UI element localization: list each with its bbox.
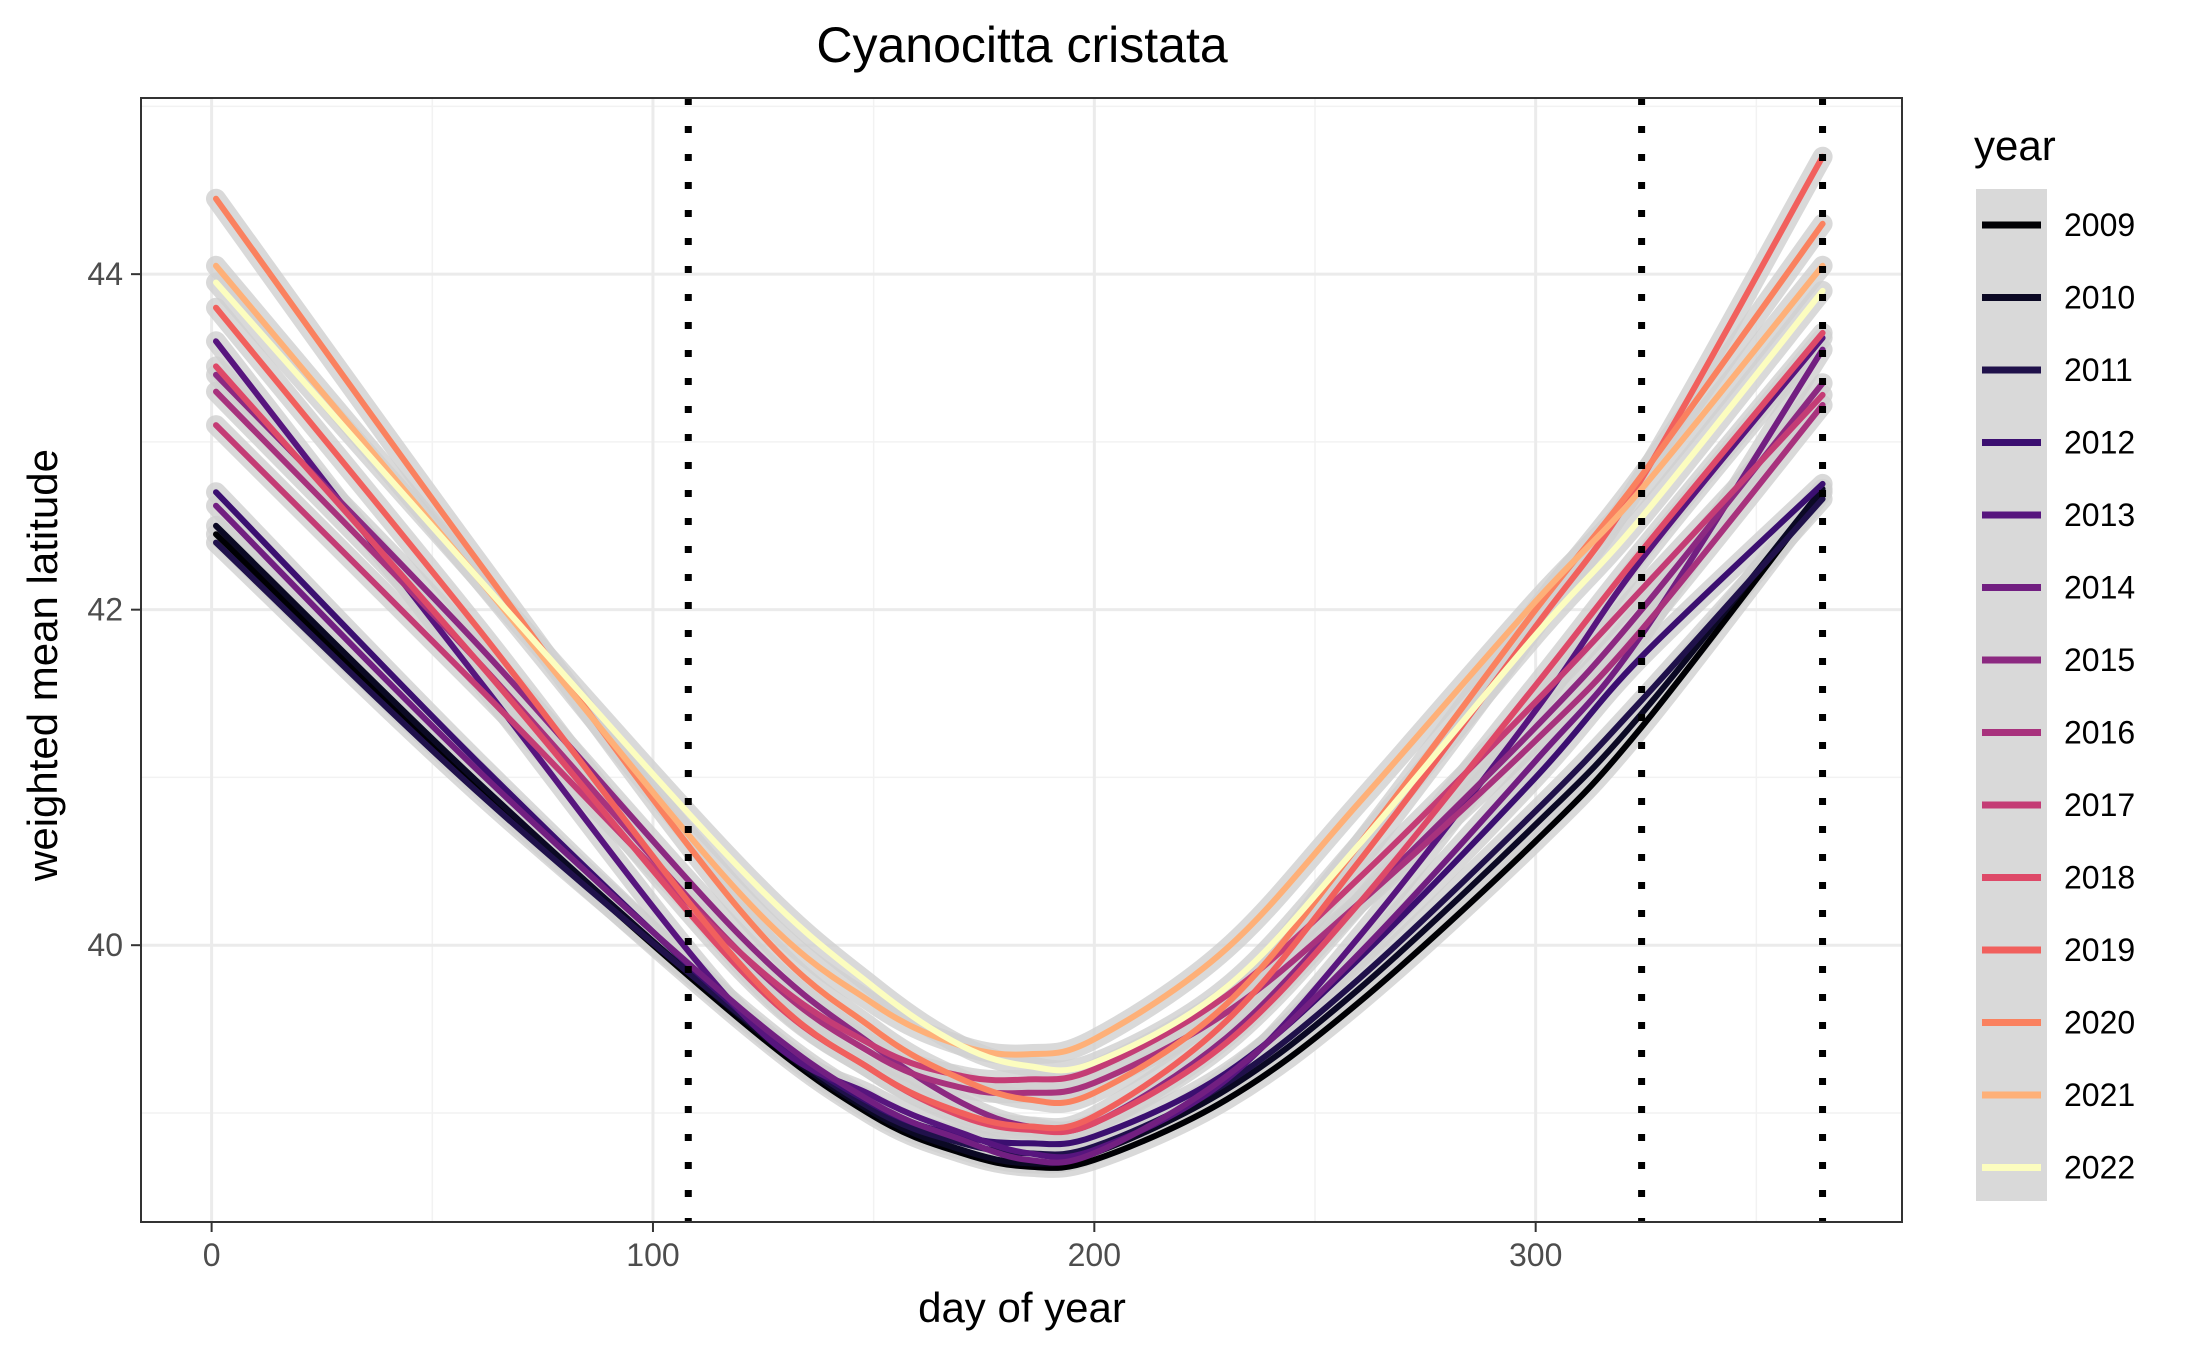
series-line-2022: [213, 279, 1826, 1074]
legend-label-2020: 2020: [2064, 1005, 2135, 1041]
legend-label-2021: 2021: [2064, 1077, 2135, 1113]
legend-label-2016: 2016: [2064, 715, 2135, 751]
plot-panel: [140, 97, 1903, 1223]
reference-lines: [684, 98, 1827, 1222]
series-line-2019: [213, 153, 1826, 1132]
legend-label-2015: 2015: [2064, 642, 2135, 678]
legend-label-2014: 2014: [2064, 570, 2135, 606]
x-axis: 0 100 200 300: [203, 1222, 1562, 1273]
panel-border: [140, 97, 1903, 1223]
series-line-2018: [213, 329, 1826, 1136]
y-tick-label: 44: [87, 256, 123, 292]
legend-label-2010: 2010: [2064, 280, 2135, 316]
y-tick-label: 40: [87, 927, 123, 963]
y-tick-label: 42: [87, 592, 123, 628]
y-axis: 40 42 44: [87, 256, 141, 963]
chart-title: Cyanocitta cristata: [816, 17, 1227, 73]
x-tick-label: 100: [626, 1237, 679, 1273]
legend-label-2019: 2019: [2064, 932, 2135, 968]
series-line-2011: [213, 495, 1826, 1158]
legend-label-2022: 2022: [2064, 1150, 2135, 1186]
legend-label-2013: 2013: [2064, 497, 2135, 533]
y-axis-title: weighted mean latitude: [19, 449, 66, 882]
series-line-2021: [213, 262, 1826, 1058]
series-lines: [213, 153, 1826, 1171]
legend: year 2009 2010 2011 2012 2013 2014 2015 2016 201…: [1974, 122, 2135, 1201]
legend-label-2012: 2012: [2064, 425, 2135, 461]
series-line-2012: [213, 480, 1826, 1148]
series-line-2014: [213, 346, 1826, 1166]
x-tick-label: 200: [1068, 1237, 1121, 1273]
series-line-2016: [213, 388, 1826, 1097]
legend-title: year: [1974, 122, 2056, 169]
x-axis-title: day of year: [918, 1284, 1126, 1331]
legend-label-2017: 2017: [2064, 787, 2135, 823]
legend-label-2018: 2018: [2064, 860, 2135, 896]
x-tick-label: 300: [1509, 1237, 1562, 1273]
legend-key-background: [1976, 189, 2047, 1201]
legend-label-2009: 2009: [2064, 207, 2135, 243]
series-line-2017: [213, 391, 1826, 1084]
x-tick-label: 0: [203, 1237, 221, 1273]
grid: [141, 98, 1902, 1222]
legend-label-2011: 2011: [2064, 352, 2133, 388]
legend-items: 2009 2010 2011 2012 2013 2014 2015 2016 2017 2018…: [1982, 207, 2135, 1186]
